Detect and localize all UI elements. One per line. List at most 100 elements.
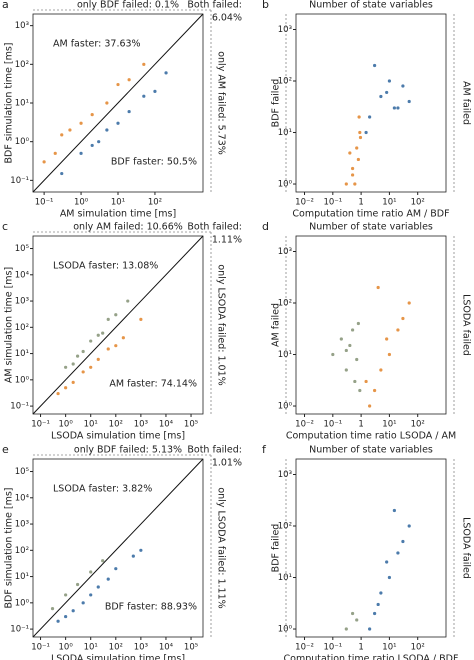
point (392, 106, 396, 110)
x-tick-label: 10⁴ (159, 420, 174, 430)
y-axis-label: Number of state variables (309, 445, 433, 456)
point (368, 115, 372, 119)
point (42, 160, 46, 164)
point (81, 601, 85, 605)
point (350, 328, 355, 332)
x-tick-label: 10⁻² (295, 198, 314, 208)
point (60, 133, 64, 137)
x-tick-label: 1 (358, 420, 363, 430)
point (350, 166, 355, 171)
x-tick-label: 10⁰ (74, 198, 89, 208)
point (75, 354, 80, 358)
y-tick-label: 10² (15, 60, 29, 70)
point (71, 362, 75, 366)
x-tick-label: 10⁻¹ (323, 198, 342, 208)
y-tick-label: 10⁴ (15, 270, 30, 280)
point (68, 128, 72, 132)
x-axis-label: Computation time ratio AM / BDF (292, 209, 449, 220)
point (114, 567, 118, 571)
x-tick-label: 10¹ (84, 420, 98, 430)
y-tick-label: 10¹ (278, 128, 292, 138)
point (142, 62, 146, 66)
point (350, 173, 355, 177)
point (348, 151, 352, 155)
point (356, 321, 360, 326)
annotation: BDF faster: 50.5% (111, 157, 197, 168)
x-tick-label: 10¹ (382, 643, 396, 653)
y-tick-label: 10² (15, 546, 29, 556)
point (368, 627, 372, 631)
annotation: LSODA faster: 3.82% (53, 484, 152, 495)
point (64, 386, 68, 390)
point (89, 593, 93, 597)
point (401, 84, 405, 88)
x-tick-label: 10¹ (382, 198, 396, 208)
x-tick-label: 10⁵ (184, 420, 198, 430)
point (153, 89, 157, 93)
point (407, 301, 411, 305)
y-tick-label: 10⁰ (278, 402, 293, 412)
annotation: AM faster: 74.14% (109, 379, 197, 390)
point (385, 337, 389, 341)
point (373, 63, 377, 68)
x-tick-label: 10⁻² (295, 643, 314, 653)
y-tick-label: 10⁵ (15, 244, 29, 254)
y-tick-label: 10⁻¹ (10, 625, 29, 635)
point (357, 115, 361, 119)
annotation: Both failed: (187, 445, 242, 456)
point (89, 365, 93, 369)
y-tick-label: 10³ (278, 247, 292, 257)
panel-label: f (262, 443, 267, 456)
point (344, 627, 348, 631)
point (105, 128, 109, 132)
point (127, 78, 131, 82)
x-tick-label: 10⁵ (184, 643, 198, 653)
annotation: Both failed: (187, 0, 242, 11)
x-tick-label: 10² (148, 198, 162, 208)
plot-frame (295, 458, 447, 638)
y-tick-label: 10¹ (15, 572, 29, 582)
y-tick-label: 10¹ (15, 349, 29, 359)
y-tick-label: 10³ (15, 520, 29, 530)
point (348, 343, 352, 348)
point (106, 577, 110, 581)
annotation: BDF failed (271, 524, 282, 573)
annotation: AM faster: 37.63% (53, 39, 141, 50)
point (71, 380, 75, 384)
plot-frame (295, 235, 447, 415)
annotation: 1.01% (212, 458, 242, 469)
x-tick-label: 10⁻¹ (323, 420, 342, 430)
annotation: BDF failed (271, 79, 282, 128)
point (379, 94, 383, 99)
point (121, 336, 125, 340)
point (96, 333, 100, 337)
point (358, 130, 362, 135)
x-axis-label: AM simulation time [ms] (60, 209, 176, 220)
point (142, 94, 146, 98)
point (350, 611, 355, 616)
point (101, 559, 105, 563)
point (376, 602, 380, 607)
x-tick-label: 10² (411, 198, 425, 208)
point (64, 593, 68, 597)
point (97, 140, 101, 144)
annotation: only LSODA failed: 1.11% (216, 487, 227, 608)
point (355, 618, 359, 622)
point (344, 348, 348, 353)
annotation: LSODA failed (461, 294, 472, 356)
annotation: AM failed (271, 303, 282, 347)
point (344, 182, 348, 186)
point (407, 524, 411, 528)
point (407, 99, 411, 104)
x-tick-label: 10¹ (84, 643, 98, 653)
x-tick-label: 10⁰ (59, 420, 74, 430)
point (56, 391, 60, 396)
point (139, 317, 143, 322)
annotation: AM failed (461, 81, 472, 125)
point (387, 352, 392, 357)
point (89, 339, 93, 343)
point (379, 368, 383, 372)
annotation: Both failed: (187, 222, 242, 233)
plot-frame (295, 13, 447, 193)
